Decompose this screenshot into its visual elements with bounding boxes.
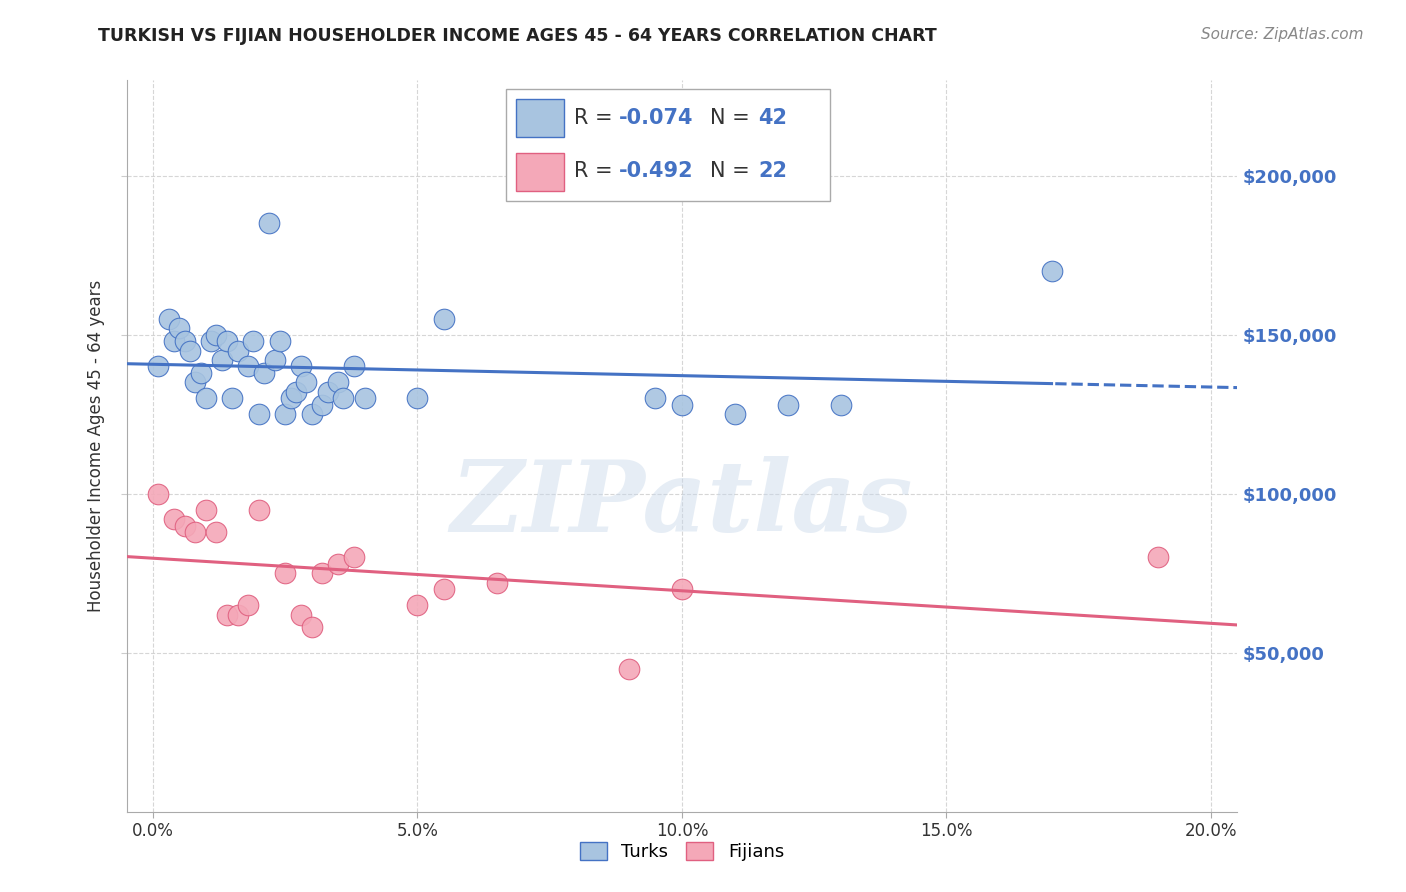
Point — [1147, 550, 1170, 565]
Text: 42: 42 — [758, 108, 787, 128]
Point — [194, 392, 217, 406]
Point — [671, 582, 693, 596]
Point — [211, 353, 233, 368]
Point — [253, 366, 276, 380]
Point — [326, 376, 349, 390]
Point — [274, 407, 297, 421]
Point — [343, 359, 366, 374]
Point — [247, 502, 270, 516]
Point — [776, 398, 799, 412]
Text: R =: R = — [574, 161, 619, 181]
Point — [157, 311, 180, 326]
Point — [290, 359, 312, 374]
Point — [644, 392, 666, 406]
Point — [238, 359, 260, 374]
Point — [284, 384, 307, 399]
Text: -0.492: -0.492 — [619, 161, 695, 181]
Point — [242, 334, 264, 348]
Text: R =: R = — [574, 108, 619, 128]
Point — [485, 575, 508, 590]
Point — [353, 392, 375, 406]
Point — [326, 557, 349, 571]
Point — [215, 334, 238, 348]
Point — [263, 353, 285, 368]
Point — [671, 398, 693, 412]
Point — [830, 398, 852, 412]
Text: N =: N = — [710, 161, 756, 181]
FancyBboxPatch shape — [516, 99, 564, 137]
Point — [406, 392, 429, 406]
Point — [617, 662, 640, 676]
Point — [200, 334, 222, 348]
Point — [311, 566, 333, 581]
Point — [301, 620, 323, 634]
Point — [290, 607, 312, 622]
Point — [406, 598, 429, 612]
Point — [163, 512, 186, 526]
Point — [280, 392, 302, 406]
Point — [215, 607, 238, 622]
Point — [179, 343, 201, 358]
Point — [316, 384, 339, 399]
Point — [238, 598, 260, 612]
FancyBboxPatch shape — [516, 153, 564, 191]
Point — [433, 582, 456, 596]
Point — [184, 376, 207, 390]
Point — [343, 550, 366, 565]
Point — [184, 524, 207, 539]
Point — [274, 566, 297, 581]
Y-axis label: Householder Income Ages 45 - 64 years: Householder Income Ages 45 - 64 years — [87, 280, 105, 612]
Text: ZIPatlas: ZIPatlas — [451, 457, 912, 553]
Point — [332, 392, 354, 406]
Text: -0.074: -0.074 — [619, 108, 693, 128]
Text: TURKISH VS FIJIAN HOUSEHOLDER INCOME AGES 45 - 64 YEARS CORRELATION CHART: TURKISH VS FIJIAN HOUSEHOLDER INCOME AGE… — [98, 27, 938, 45]
Point — [295, 376, 318, 390]
Point — [269, 334, 291, 348]
Point — [205, 327, 228, 342]
Text: Source: ZipAtlas.com: Source: ZipAtlas.com — [1201, 27, 1364, 42]
Point — [1040, 264, 1063, 278]
Point — [247, 407, 270, 421]
Point — [724, 407, 747, 421]
FancyBboxPatch shape — [506, 89, 830, 201]
Point — [301, 407, 323, 421]
Point — [226, 607, 249, 622]
Point — [194, 502, 217, 516]
Point — [205, 524, 228, 539]
Point — [148, 486, 170, 500]
Legend: Turks, Fijians: Turks, Fijians — [572, 835, 792, 869]
Text: 22: 22 — [758, 161, 787, 181]
Point — [190, 366, 212, 380]
Point — [173, 334, 195, 348]
Point — [163, 334, 186, 348]
Point — [433, 311, 456, 326]
Point — [221, 392, 243, 406]
Point — [169, 321, 191, 335]
Point — [148, 359, 170, 374]
Point — [259, 216, 281, 230]
Point — [311, 398, 333, 412]
Text: N =: N = — [710, 108, 756, 128]
Point — [226, 343, 249, 358]
Point — [173, 518, 195, 533]
